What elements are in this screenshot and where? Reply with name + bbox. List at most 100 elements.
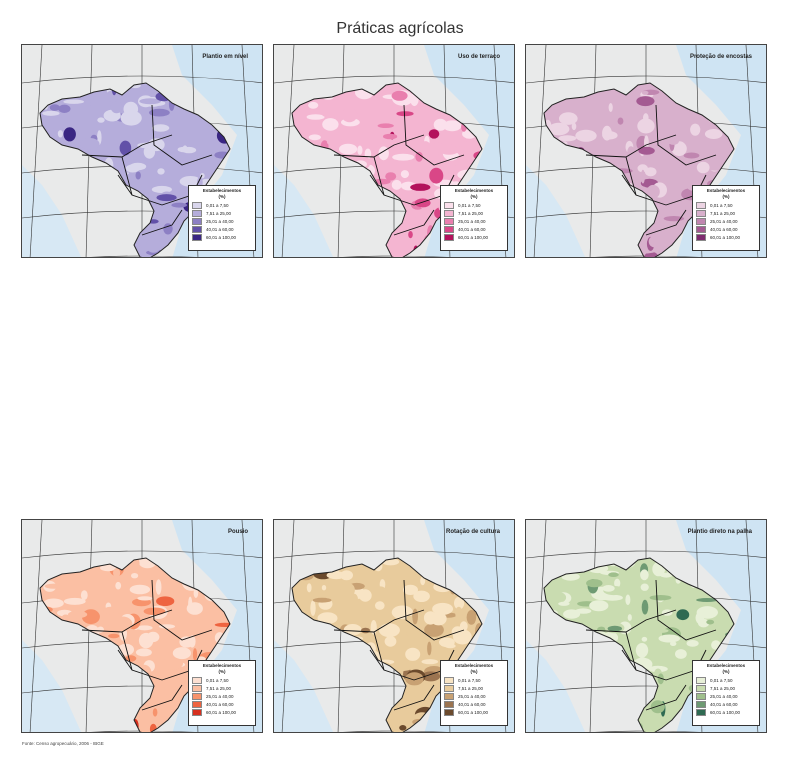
legend: Estabelecimentos (%) 0,01 a 7,50 7,51 a 25,… (188, 660, 256, 726)
legend-swatch (696, 217, 706, 225)
legend-label: 25,01 a 40,00 (206, 218, 234, 224)
municipality-patch (151, 185, 172, 194)
municipality-patch (410, 217, 423, 223)
municipality-patch (312, 597, 332, 603)
municipality-patch (146, 238, 162, 253)
legend-label: 7,51 a 25,00 (710, 210, 736, 216)
country-border (39, 557, 231, 732)
municipality-patch (575, 608, 592, 614)
parallel-line (274, 75, 514, 84)
municipality-patch (155, 91, 172, 102)
legend-swatch (444, 201, 454, 209)
municipality-patch (669, 583, 682, 590)
municipality-patch (216, 128, 230, 144)
legend-row: 40,01 a 60,00 (444, 701, 504, 709)
state-border (655, 579, 717, 641)
municipality-patch (348, 167, 363, 179)
panel-title: Uso de terraço (457, 54, 500, 60)
municipality-patch (63, 127, 76, 142)
municipality-patch (333, 670, 339, 676)
municipality-patch (355, 85, 374, 100)
municipality-patch (63, 185, 71, 198)
municipality-patch (560, 625, 574, 632)
municipality-patch (66, 178, 86, 194)
municipality-patch (387, 204, 400, 214)
municipality-patch (58, 558, 68, 566)
source-note: Fonte: Censo agropecuário, 2006 - IBGE (22, 741, 104, 746)
legend-row: 60,01 a 100,00 (444, 234, 504, 242)
municipality-patch (646, 184, 660, 199)
municipality-patch (562, 653, 576, 665)
municipality-patch (683, 152, 700, 159)
municipality-patch (357, 656, 366, 664)
meridian-line (29, 45, 43, 257)
municipality-patch (41, 135, 49, 142)
state-border (393, 684, 435, 711)
municipality-patch (81, 633, 104, 649)
municipality-patch (306, 114, 325, 120)
municipality-patch (608, 572, 619, 577)
municipality-patch (135, 171, 141, 180)
legend-swatch (444, 234, 454, 242)
municipality-patch (40, 130, 47, 146)
municipality-patch (707, 112, 720, 123)
municipality-patch (135, 648, 152, 657)
municipality-patch (585, 246, 593, 253)
legend-label: 0,01 a 7,50 (710, 202, 733, 208)
parallel-line (22, 550, 262, 559)
municipality-patch (615, 186, 621, 194)
municipality-patch (587, 563, 609, 574)
municipality-patch (637, 118, 655, 134)
municipality-patch (579, 220, 586, 232)
municipality-patch (131, 573, 139, 579)
municipality-patch (602, 585, 615, 592)
municipality-patch (80, 590, 88, 600)
legend-label: 0,01 a 7,50 (458, 202, 481, 208)
municipality-patch (593, 673, 599, 689)
map-panel: Plantio em nível Estabelecimentos (%) 0,01 … (21, 44, 263, 258)
municipality-patch (652, 653, 672, 666)
municipality-patch (192, 577, 205, 583)
municipality-patch (331, 248, 346, 257)
municipality-patch (362, 701, 370, 709)
municipality-patch (325, 705, 344, 716)
country-border (543, 557, 735, 732)
municipality-patch (156, 194, 177, 202)
state-border (151, 579, 213, 641)
municipality-patch (188, 635, 196, 648)
legend: Estabelecimentos (%) 0,01 a 7,50 7,51 a 25,… (188, 185, 256, 251)
municipality-patch (442, 120, 462, 132)
municipality-patch (403, 584, 418, 595)
state-border (585, 134, 677, 158)
municipality-patch (49, 104, 60, 111)
municipality-patch (690, 123, 701, 136)
municipality-patch (343, 624, 362, 636)
municipality-patch (376, 586, 385, 591)
municipality-patch (385, 702, 392, 710)
meridian-line (29, 520, 43, 732)
legend-row: 40,01 a 60,00 (696, 226, 756, 234)
legend-row: 25,01 a 40,00 (444, 217, 504, 225)
municipality-patch (392, 153, 415, 161)
municipality-patch (123, 101, 139, 117)
municipality-patch (136, 625, 153, 631)
municipality-patch (113, 568, 121, 578)
ocean-area (274, 640, 334, 732)
legend-label: 0,01 a 7,50 (458, 677, 481, 683)
municipality-patch (437, 572, 450, 585)
municipality-patch (162, 657, 183, 670)
municipality-patch (317, 612, 338, 625)
municipality-patch (605, 205, 613, 211)
state-border (655, 104, 717, 166)
legend-row: 0,01 a 7,50 (444, 201, 504, 209)
municipality-patch (405, 672, 424, 686)
state-border (81, 609, 173, 633)
municipality-patch (340, 570, 353, 581)
municipality-patch (697, 648, 705, 662)
municipality-patch (592, 704, 608, 711)
municipality-patch (346, 689, 357, 700)
state-border (117, 174, 133, 196)
legend-row: 60,01 a 100,00 (696, 234, 756, 242)
municipality-patch (704, 129, 723, 139)
municipality-patch (115, 676, 122, 688)
